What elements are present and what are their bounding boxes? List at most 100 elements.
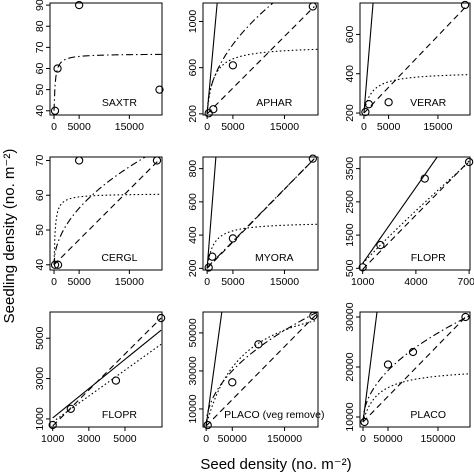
x-tick-label: 7000	[457, 276, 474, 288]
y-tick-label: 40	[34, 259, 46, 271]
x-tick-label: 0	[51, 276, 57, 288]
curve-dashed	[206, 6, 315, 115]
curves	[363, 3, 470, 114]
curve-dashed	[363, 5, 467, 114]
panel-3: 0 5000 15000 200 400 600 VERAR	[344, 0, 471, 133]
data-point	[228, 234, 238, 243]
panel-label: PLACO	[410, 409, 446, 421]
x-tick-label: 0	[204, 276, 210, 288]
x-tick-label: 150000	[420, 433, 455, 445]
panel-5: 0 5000 15000 200 400 600 800 MYORA	[187, 154, 319, 288]
curve-dashed	[52, 317, 162, 427]
panel-label: FLOPR	[411, 252, 446, 264]
x-tick-label: 1000	[351, 276, 375, 288]
data-point	[204, 109, 213, 118]
panel-frame	[202, 156, 319, 271]
y-tick-label: 600	[344, 26, 356, 44]
data-point	[53, 64, 62, 73]
data-point	[464, 157, 474, 167]
y-tick-label: 40	[34, 105, 46, 117]
panel-frame	[202, 2, 319, 116]
data-point	[376, 240, 385, 250]
data-point	[308, 154, 317, 163]
y-tick-label: 70	[34, 41, 46, 53]
data-point	[228, 378, 237, 387]
y-tick-label: 90	[34, 0, 46, 11]
y-tick-label: 500	[344, 259, 356, 277]
y-tick-label: 200	[187, 105, 199, 123]
curves	[52, 317, 162, 427]
data-point	[254, 340, 263, 349]
y-tick-label: 5000	[34, 326, 46, 350]
curve-solid	[362, 157, 438, 264]
y-tick-label: 30000	[344, 302, 356, 331]
panel-label: SAXTR	[102, 97, 137, 109]
panel-8: 0 50000 150000 10000 30000 50000 PLACO (veg re…	[187, 311, 324, 445]
data-point	[308, 2, 317, 11]
data-point	[155, 85, 164, 94]
y-tick-label: 10000	[344, 402, 356, 431]
data-point	[48, 420, 57, 430]
panel-9: 0 50000 150000 10000 20000 30000 PLACO	[344, 302, 471, 445]
x-tick-label: 150000	[267, 433, 302, 445]
x-tick-label: 5000	[221, 121, 245, 133]
data-point	[420, 174, 429, 183]
x-tick-label: 0	[204, 121, 210, 133]
y-tick-label: 1000	[187, 10, 199, 34]
data-point	[203, 420, 212, 430]
x-tick-label: 0	[361, 121, 367, 133]
data-point	[66, 404, 75, 413]
y-tick-label: 10000	[187, 394, 199, 423]
data-point	[74, 0, 84, 10]
panel-label: APHAR	[256, 97, 293, 109]
curves	[206, 3, 318, 115]
x-tick-label: 15000	[115, 121, 144, 133]
data-point	[53, 260, 63, 269]
x-tick-label: 3000	[77, 433, 101, 445]
curves	[53, 157, 162, 266]
y-tick-label: 60	[34, 63, 46, 75]
data-point	[408, 347, 418, 357]
y-tick-label: 50	[34, 84, 46, 96]
x-tick-label: 5000	[67, 276, 91, 288]
curve-dotted	[206, 48, 318, 114]
panel-label: VERAR	[410, 97, 447, 109]
curve-dashed	[362, 160, 470, 270]
panel-4: 0 5000 15000 40 50 60 70 CERGL	[34, 154, 163, 288]
y-tick-label: 70	[34, 154, 46, 166]
panel-frame	[49, 156, 163, 271]
data-point	[228, 61, 238, 70]
data-point	[152, 156, 162, 165]
data-point	[309, 311, 318, 320]
curve-dashed	[362, 314, 469, 423]
y-tick-label: 50	[34, 224, 46, 236]
panel-frame	[359, 2, 471, 116]
curve-dashed	[205, 314, 317, 427]
y-tick-label: 600	[187, 59, 199, 77]
y-tick-label: 800	[187, 160, 199, 178]
curve-dotted	[205, 319, 318, 427]
x-tick-label: 50000	[218, 433, 247, 445]
data-point	[50, 260, 60, 269]
panel-label: MYORA	[255, 252, 294, 264]
panel-frame	[49, 2, 163, 116]
y-tick-label: 200	[344, 104, 356, 122]
panel-frame	[49, 311, 163, 428]
x-tick-label: 1000	[41, 433, 65, 445]
x-tick-label: 15000	[270, 276, 299, 288]
curve-dashdot	[206, 3, 274, 114]
curves	[362, 312, 470, 423]
curve-solid	[52, 329, 162, 419]
x-tick-label: 15000	[115, 276, 144, 288]
data-point	[111, 376, 121, 385]
y-tick-label: 1500	[344, 223, 356, 247]
y-tick-label: 60	[34, 189, 46, 201]
panel-frame	[202, 311, 319, 428]
y-tick-label: 30000	[187, 356, 199, 385]
panel-frame	[359, 156, 471, 271]
data-point	[156, 313, 166, 323]
data-point	[360, 417, 369, 427]
y-tick-label: 3500	[344, 157, 356, 181]
